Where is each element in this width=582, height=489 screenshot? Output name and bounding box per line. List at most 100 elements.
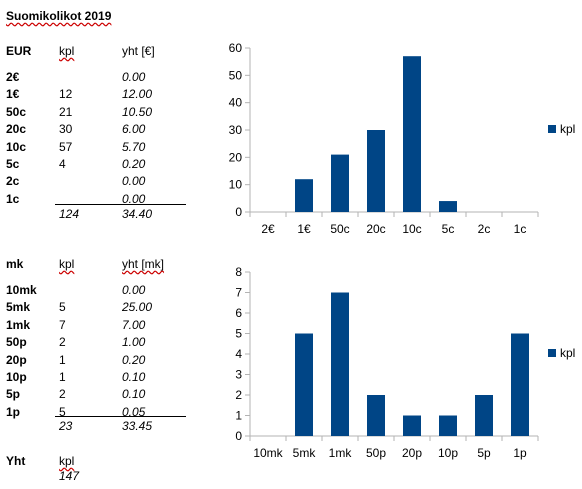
row-total[interactable]: 0.20: [122, 157, 146, 171]
y-tick-label: 8: [235, 265, 242, 279]
sum-total[interactable]: 33.45: [122, 419, 153, 433]
bar-5c[interactable]: [439, 201, 457, 212]
row-total[interactable]: 0.00: [122, 283, 146, 297]
row-total[interactable]: 5.70: [122, 139, 146, 154]
y-tick-label: 5: [235, 327, 242, 341]
x-tick-label: 1p: [513, 446, 527, 460]
row-label[interactable]: 5p: [6, 387, 21, 402]
sum-divider: [55, 204, 186, 205]
x-tick-label: 5p: [477, 446, 491, 460]
eur-header-total[interactable]: yht [€]: [122, 44, 155, 58]
y-tick-label: 0: [235, 429, 242, 443]
row-label[interactable]: 20p: [6, 352, 27, 367]
row-count[interactable]: 30: [59, 122, 73, 137]
bar-1€[interactable]: [295, 179, 313, 212]
row-total[interactable]: 10.50: [122, 104, 153, 119]
y-tick-label: 60: [229, 41, 243, 55]
sum-count[interactable]: 23: [59, 419, 73, 433]
row-count[interactable]: 57: [59, 139, 73, 154]
legend-label: kpl: [560, 346, 575, 360]
mk-header-total[interactable]: yht [mk]: [122, 257, 165, 271]
x-tick-label: 1mk: [329, 446, 353, 460]
yht-header-count[interactable]: kpl: [59, 454, 75, 468]
row-count[interactable]: 5: [59, 300, 66, 315]
row-count[interactable]: 7: [59, 317, 66, 332]
row-label[interactable]: 2€: [6, 70, 20, 84]
row-total[interactable]: 0.10: [122, 387, 146, 402]
row-total[interactable]: 0.00: [122, 70, 146, 84]
mk-coin-chart[interactable]: 0 1 2 3 4 5 6 7 8 10mk 5mk 1mk 50p 20p 10p 5p 1p kpl: [200, 260, 580, 468]
row-count[interactable]: 12: [59, 87, 73, 102]
y-tick-label: 2: [235, 388, 242, 402]
eur-coin-chart[interactable]: 0 10 20 30 40 50 60 2€ 1€ 50c 20c 10c 5c 2c 1c kpl: [200, 36, 580, 244]
mk-header-label[interactable]: mk: [6, 257, 24, 271]
y-tick-label: 50: [229, 68, 243, 82]
row-total[interactable]: 7.00: [122, 317, 146, 332]
y-tick-label: 3: [235, 368, 242, 382]
row-count[interactable]: 21: [59, 104, 73, 119]
x-tick-label: 2€: [261, 222, 275, 236]
row-total[interactable]: 25.00: [122, 300, 153, 315]
row-label[interactable]: 20c: [6, 122, 27, 137]
sum-divider: [55, 416, 186, 417]
row-label[interactable]: 1p: [6, 404, 21, 419]
x-tick-label: 10p: [438, 446, 458, 460]
x-tick-label: 10c: [402, 222, 421, 236]
row-total[interactable]: 0.05: [122, 404, 146, 419]
row-label[interactable]: 5mk: [6, 300, 31, 315]
sum-count[interactable]: 124: [59, 207, 80, 221]
x-tick-label: 20p: [402, 446, 422, 460]
sum-total[interactable]: 34.40: [122, 207, 153, 221]
row-count[interactable]: 5: [59, 404, 66, 419]
bar-1mk[interactable]: [331, 292, 349, 437]
row-count[interactable]: 2: [59, 335, 66, 350]
bar-50p[interactable]: [367, 395, 385, 436]
yht-label[interactable]: Yht: [6, 454, 26, 468]
eur-header-label[interactable]: EUR: [6, 44, 32, 58]
bar-20c[interactable]: [367, 130, 385, 212]
bar-1p[interactable]: [511, 333, 529, 437]
row-total[interactable]: 0.00: [122, 191, 146, 206]
bar-10p[interactable]: [439, 415, 457, 437]
row-total[interactable]: 0.20: [122, 352, 146, 367]
x-tick-label: 50c: [330, 222, 349, 236]
x-tick-label: 1€: [297, 222, 311, 236]
yht-total-count[interactable]: 147: [59, 469, 80, 483]
bar-20p[interactable]: [403, 415, 421, 437]
y-tick-label: 40: [229, 96, 243, 110]
x-tick-label: 1c: [514, 222, 527, 236]
row-label[interactable]: 10mk: [6, 283, 37, 297]
row-total[interactable]: 0.10: [122, 370, 146, 384]
row-total[interactable]: 6.00: [122, 122, 146, 137]
legend-swatch: [548, 349, 556, 357]
bar-10c[interactable]: [403, 56, 421, 213]
row-count[interactable]: 4: [59, 157, 66, 171]
row-label[interactable]: 5c: [6, 157, 20, 171]
row-label[interactable]: 10p: [6, 370, 27, 384]
row-label[interactable]: 1mk: [6, 317, 31, 332]
sheet-title[interactable]: Suomikolikot 2019: [6, 9, 112, 23]
row-total[interactable]: 1.00: [122, 335, 146, 350]
row-label[interactable]: 1€: [6, 87, 20, 102]
legend-label: kpl: [560, 122, 575, 136]
x-tick-label: 20c: [366, 222, 385, 236]
row-label[interactable]: 2c: [6, 174, 20, 189]
y-tick-label: 20: [229, 150, 243, 164]
row-total[interactable]: 0.00: [122, 174, 146, 189]
eur-header-count[interactable]: kpl: [59, 44, 75, 58]
bar-5mk[interactable]: [295, 333, 313, 437]
y-tick-label: 6: [235, 306, 242, 320]
y-tick-label: 10: [229, 178, 243, 192]
row-count[interactable]: 2: [59, 387, 66, 402]
mk-header-count[interactable]: kpl: [59, 257, 75, 271]
row-label[interactable]: 10c: [6, 139, 27, 154]
row-count[interactable]: 1: [59, 370, 66, 384]
row-label[interactable]: 50c: [6, 104, 27, 119]
row-count[interactable]: 1: [59, 352, 66, 367]
row-label[interactable]: 1c: [6, 191, 20, 206]
row-label[interactable]: 50p: [6, 335, 27, 350]
y-tick-label: 1: [235, 409, 242, 423]
row-total[interactable]: 12.00: [122, 87, 153, 102]
bar-50c[interactable]: [331, 154, 349, 212]
bar-5p[interactable]: [475, 395, 493, 436]
